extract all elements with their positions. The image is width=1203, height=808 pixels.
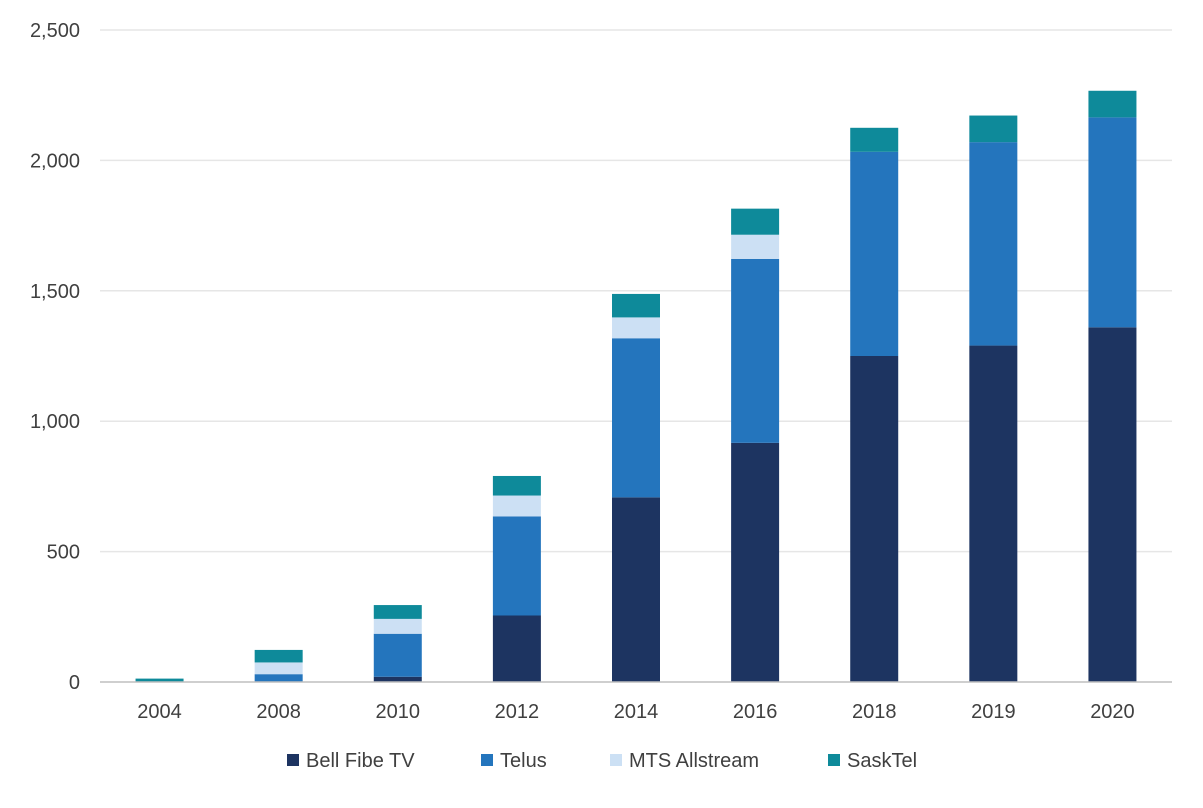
bar-mts-allstream-2012	[492, 495, 541, 517]
bar-sasktel-2012	[492, 475, 541, 496]
bar-telus-2010	[373, 633, 422, 677]
bar-sasktel-2019	[969, 115, 1018, 143]
legend-label: Telus	[500, 750, 547, 772]
x-tick-label: 2016	[733, 701, 778, 723]
bar-bell-fibe-tv-2018	[850, 356, 899, 682]
bar-sasktel-2004	[135, 678, 184, 682]
legend-item-telus: Telus	[481, 750, 547, 772]
legend-swatch	[828, 754, 840, 766]
bar-mts-allstream-2016	[731, 234, 780, 259]
legend-swatch	[481, 754, 493, 766]
bar-mts-allstream-2008	[254, 662, 303, 675]
bar-telus-2016	[731, 258, 780, 443]
bar-bell-fibe-tv-2020	[1088, 327, 1137, 682]
legend-item-mts-allstream: MTS Allstream	[610, 750, 759, 772]
y-tick-label: 500	[47, 542, 80, 564]
bar-sasktel-2010	[373, 605, 422, 619]
x-tick-label: 2010	[376, 701, 421, 723]
y-axis-ticks: 0 500 1,000 1,500 2,000 2,500	[30, 20, 80, 694]
bar-bell-fibe-tv-2019	[969, 345, 1018, 682]
x-tick-label: 2008	[256, 701, 301, 723]
legend-label: Bell Fibe TV	[306, 750, 415, 772]
bar-bell-fibe-tv-2012	[492, 615, 541, 682]
bar-mts-allstream-2014	[612, 317, 660, 339]
bars	[135, 90, 1137, 682]
bar-sasktel-2016	[731, 208, 780, 235]
y-tick-label: 2,000	[30, 150, 80, 172]
x-tick-label: 2020	[1090, 701, 1135, 723]
legend-label: MTS Allstream	[629, 750, 759, 772]
x-tick-label: 2014	[614, 701, 659, 723]
x-tick-label: 2012	[495, 701, 540, 723]
y-tick-label: 1,000	[30, 411, 80, 433]
bar-sasktel-2008	[254, 649, 303, 663]
y-tick-label: 2,500	[30, 20, 80, 42]
x-tick-label: 2018	[852, 701, 897, 723]
bar-bell-fibe-tv-2014	[612, 497, 660, 682]
bar-sasktel-2020	[1088, 90, 1137, 118]
bar-telus-2014	[612, 338, 660, 498]
bar-sasktel-2018	[850, 127, 899, 152]
x-axis-ticks: 2004 2008 2010 2012 2014 2016 2018 2019 2020	[137, 701, 1134, 723]
legend: Bell Fibe TV Telus MTS Allstream SaskTel	[287, 750, 917, 772]
bar-telus-2019	[969, 142, 1018, 346]
x-tick-label: 2019	[971, 701, 1016, 723]
legend-swatch	[287, 754, 299, 766]
bar-sasktel-2014	[612, 293, 660, 318]
legend-item-sasktel: SaskTel	[828, 750, 917, 772]
bar-telus-2012	[492, 516, 541, 616]
bar-mts-allstream-2010	[373, 618, 422, 634]
bar-telus-2020	[1088, 117, 1137, 328]
bar-telus-2018	[850, 151, 899, 356]
bar-bell-fibe-tv-2016	[731, 442, 780, 682]
legend-swatch	[610, 754, 622, 766]
bar-bell-fibe-tv-2010	[373, 676, 422, 682]
legend-item-bell-fibe-tv: Bell Fibe TV	[287, 750, 415, 772]
bar-telus-2008	[254, 674, 303, 682]
x-tick-label: 2004	[137, 701, 182, 723]
legend-label: SaskTel	[847, 750, 917, 772]
y-tick-label: 0	[69, 672, 80, 694]
y-tick-label: 1,500	[30, 281, 80, 303]
